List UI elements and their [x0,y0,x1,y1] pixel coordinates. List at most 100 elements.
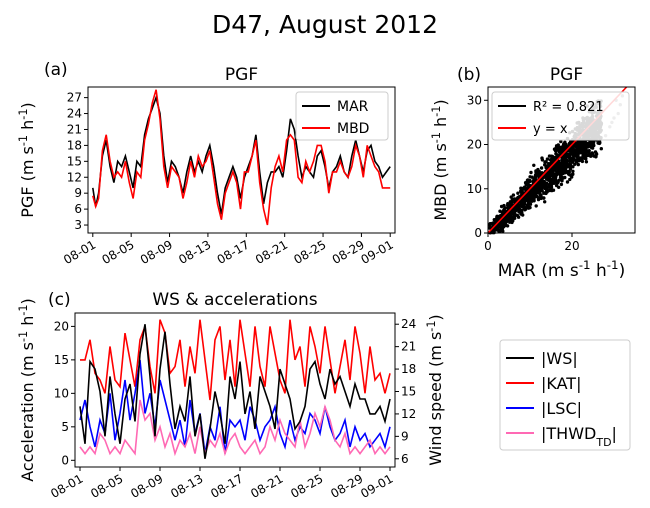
panel-b-legend-box [491,91,630,141]
panel-b-chart: PGF 0 10 20 30 0 20 MBD (m s-1 h-1) MAR (m s-1 h… [430,65,636,281]
x-tick-label: 08-25 [291,237,328,267]
scatter-point [524,181,528,185]
x-tick-label: 08-01 [61,237,98,267]
figure-suptitle: D47, August 2012 [212,10,438,39]
scatter-point [576,157,580,161]
y-tick-label: 20 [467,138,482,152]
scatter-point [560,164,565,168]
scatter-point [509,202,513,206]
series-line-mbd [92,89,391,226]
y2-tick-label: 12 [401,407,416,421]
scatter-point [590,141,594,145]
scatter-point [504,219,509,224]
x-tick-label: 08-21 [248,471,285,501]
scatter-point [568,155,572,160]
scatter-point [495,217,499,221]
scatter-point [532,163,536,167]
scatter-point [539,196,543,201]
scatter-point [543,160,547,164]
scatter-point [585,153,589,158]
y-axis-label: MBD (m s-1 h-1) [430,99,451,220]
scatter-point [559,182,564,187]
scatter-point [584,160,589,164]
scatter-point [540,178,544,182]
scatter-point [550,157,554,161]
panel-c-frame [74,312,396,468]
scatter-point [517,195,522,199]
scatter-point [571,154,576,158]
panel-c-chart: WS & accelerations 0 5 10 15 20 6 9 12 15 18 21 24 08… [17,290,446,501]
scatter-point [549,183,553,187]
scatter-point [570,160,575,164]
scatter-point [509,219,514,224]
scatter-point [487,223,492,227]
scatter-point [587,149,591,153]
scatter-point [536,169,541,174]
scatter-point [552,168,557,172]
scatter-point [588,152,592,156]
scatter-point [558,175,563,180]
x-tick-label: 08-21 [253,237,290,267]
scatter-point [511,193,516,197]
scatter-point [516,191,520,195]
legend-label: |THWDTD| [541,424,617,449]
scatter-point [525,197,529,201]
scatter-point [563,171,568,175]
scatter-point [539,166,544,170]
scatter-point [563,165,567,169]
scatter-point [583,155,587,159]
scatter-point [529,170,533,175]
series-line-ws [79,324,391,459]
scatter-point [579,143,583,148]
scatter-point [499,220,503,224]
legend-label: |WS| [541,349,578,368]
y-tick-label: 15 [67,154,82,168]
series-line-lsc [79,359,391,454]
scatter-point [519,203,523,208]
y-tick-label: 3 [74,218,82,232]
y-tick-label: 9 [74,186,82,200]
y2-tick-label: 6 [401,452,409,466]
scatter-point [554,162,559,167]
scatter-point [533,175,538,179]
panel-c-label: (c) [48,290,71,310]
panel-c-legend: |WS| |KAT| |LSC| |THWDTD| [499,339,631,451]
scatter-point [564,159,568,163]
series-line-mar [92,94,391,215]
x-tick-label: 08-25 [288,471,325,501]
scatter-point [497,224,501,228]
scatter-point [492,218,496,222]
x-tick-label: 08-29 [328,471,365,501]
scatter-point [542,180,547,185]
scatter-point [490,229,495,234]
panel-c-title: WS & accelerations [152,290,317,310]
scatter-point [530,198,534,202]
scatter-point [569,151,573,155]
scatter-point [581,151,586,155]
y2-axis-label: Wind speed (m s-1) [425,314,446,465]
panel-b-frame [487,86,636,234]
y-tick-label: 27 [67,91,82,105]
scatter-point [565,180,570,184]
series-line-kat [80,319,391,401]
x-tick-label: 08-09 [128,471,165,501]
scatter-point [542,196,546,200]
scatter-point [540,158,545,162]
scatter-point [554,149,558,153]
y-tick-label: 12 [67,170,82,184]
x-tick-label: 08-13 [176,237,213,267]
y-tick-label: 21 [67,122,82,136]
scatter-point [575,141,579,146]
scatter-point [571,169,575,173]
x-axis-label: MAR (m s-1 h-1) [498,258,626,281]
scatter-point [564,142,568,146]
x-tick-label: 08-01 [48,471,85,501]
scatter-point [570,175,574,179]
x-tick-label: 08-05 [99,237,136,267]
scatter-point [599,147,603,151]
y2-tick-label: 24 [401,317,416,331]
panel-a-frame [87,86,396,234]
scatter-point [550,179,555,184]
